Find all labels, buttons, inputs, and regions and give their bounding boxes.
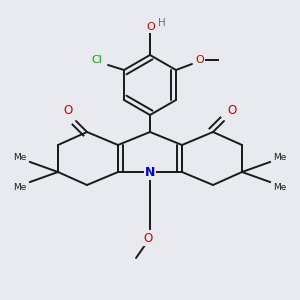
Text: Me: Me — [273, 152, 287, 161]
Text: Me: Me — [273, 182, 287, 191]
Text: O: O — [143, 232, 153, 244]
Text: O: O — [147, 22, 155, 32]
Text: O: O — [227, 104, 237, 118]
Text: Me: Me — [13, 152, 27, 161]
Text: N: N — [145, 166, 155, 178]
Text: H: H — [158, 18, 166, 28]
Text: O: O — [196, 55, 204, 65]
Text: Cl: Cl — [92, 55, 103, 65]
Text: Me: Me — [13, 182, 27, 191]
Text: O: O — [63, 104, 73, 118]
